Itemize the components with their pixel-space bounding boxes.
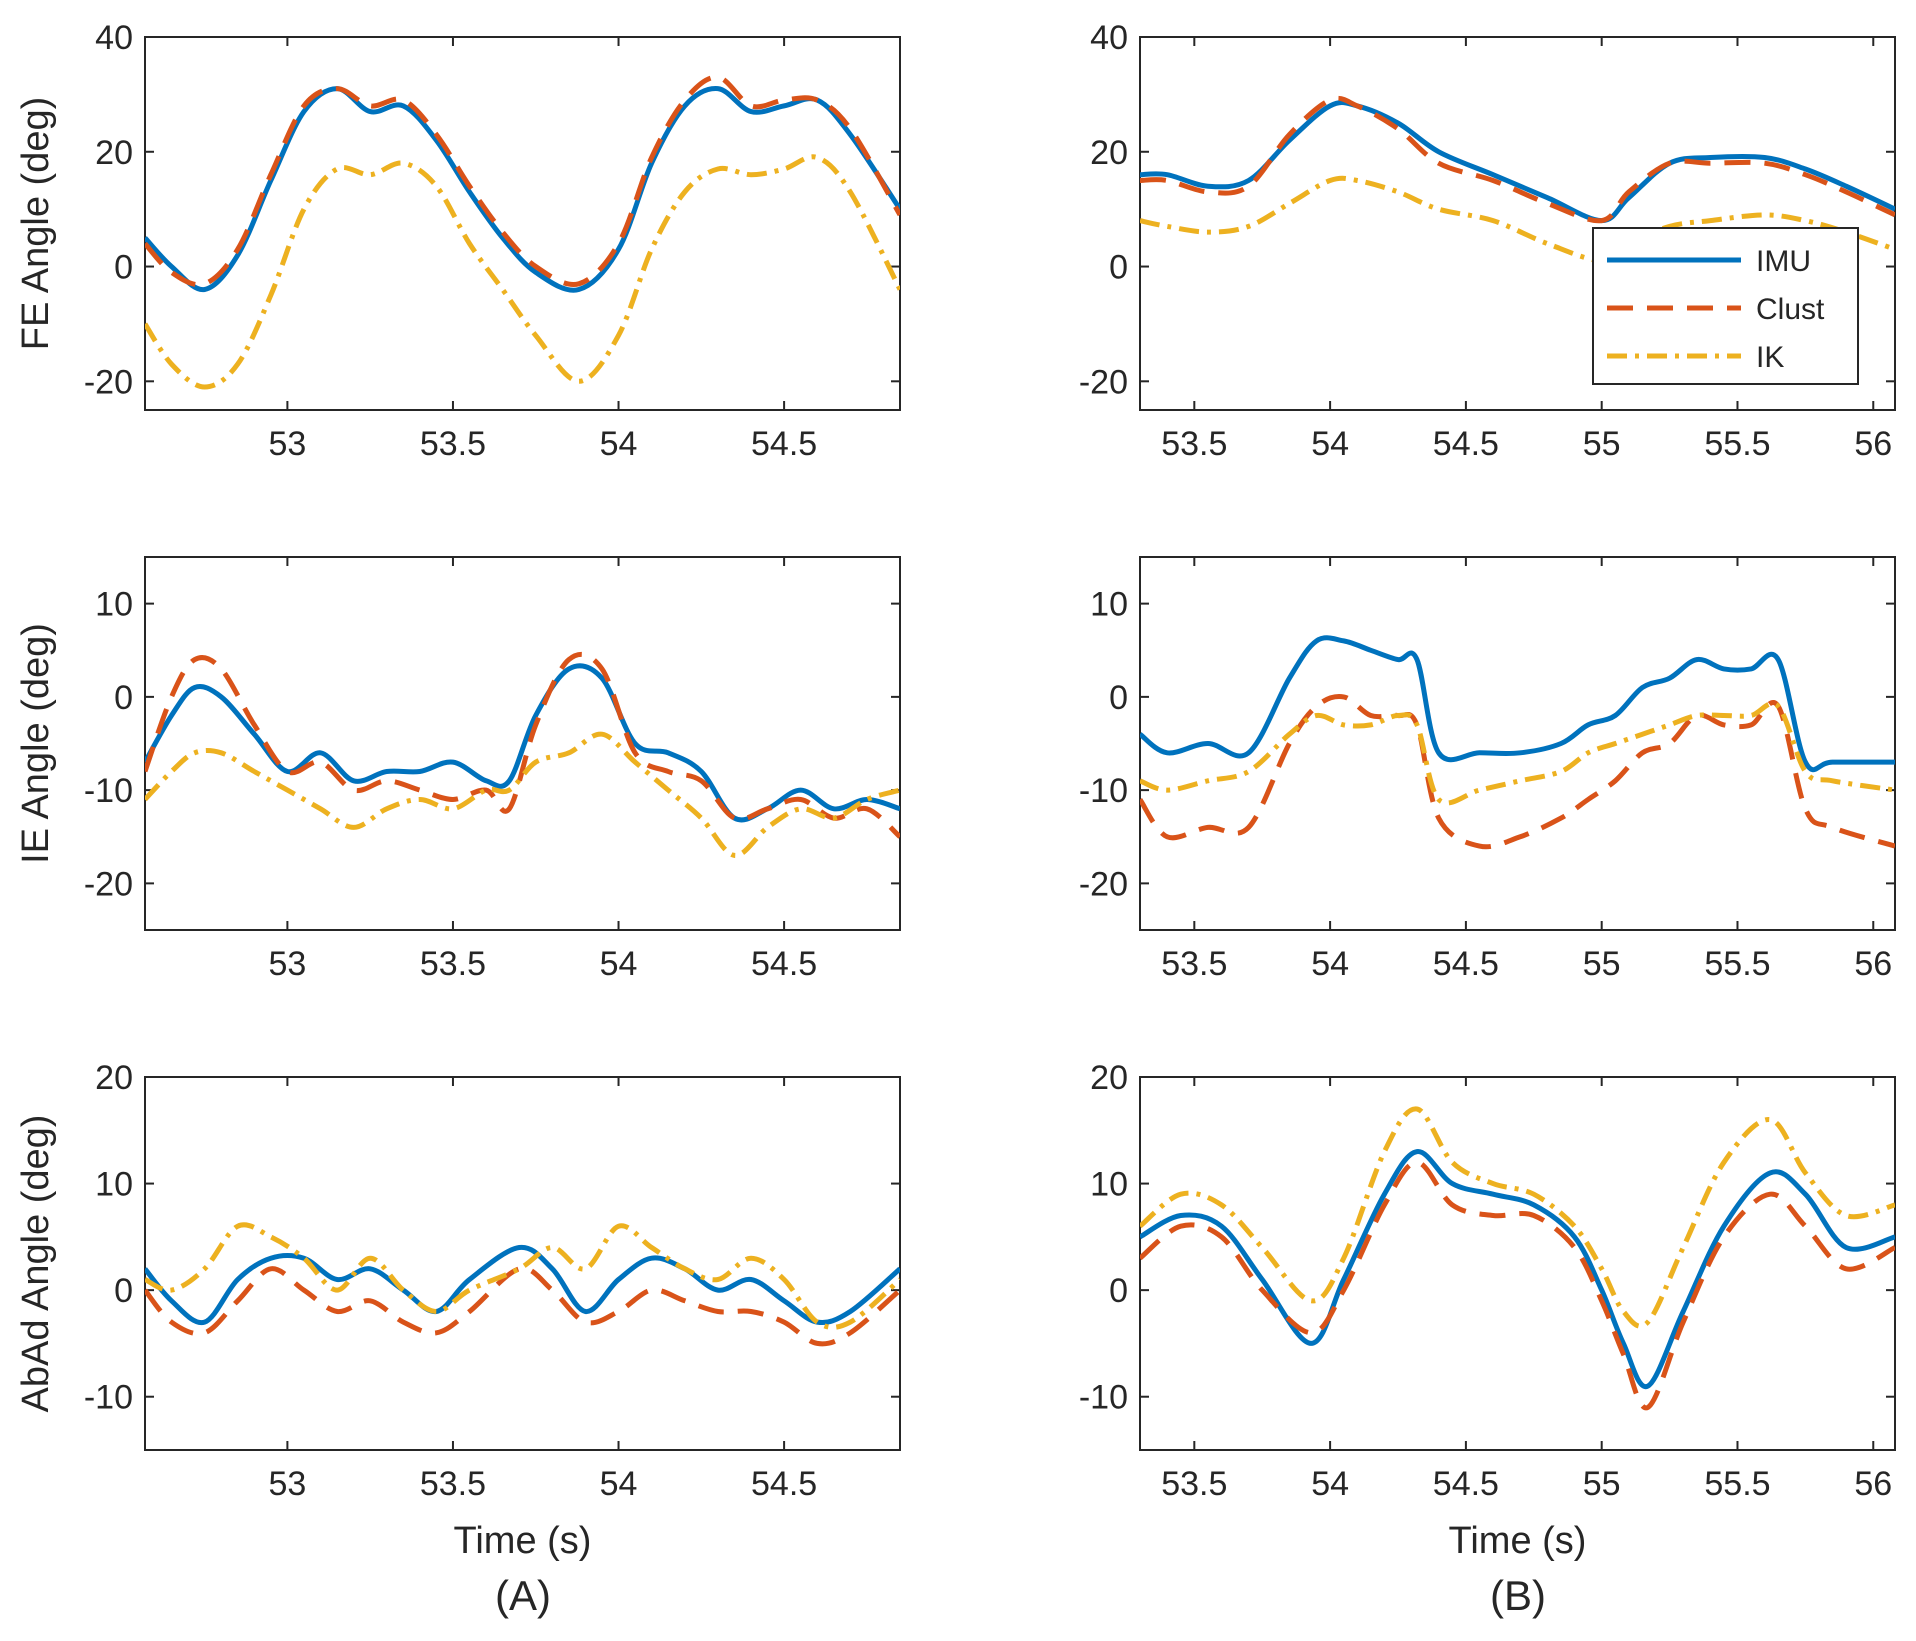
- x-axis-label: Time (s): [454, 1520, 592, 1562]
- panel-label-a: (A): [495, 1572, 551, 1619]
- subplot-a-fe: 53 53.5 54 54.5 -20 0 20 40 FE Angle (deg): [15, 19, 901, 463]
- subplot-a-abad: 53 53.5 54 54.5 -10 0 10 20 AbAd Angle (deg) Time…: [15, 1059, 901, 1562]
- legend-label-ik: IK: [1756, 341, 1784, 374]
- y-tick-label: 10: [1090, 586, 1128, 624]
- series-line-clust: [1140, 694, 1895, 850]
- x-tick-label: 54: [600, 1465, 638, 1503]
- x-tick-label: 53: [268, 945, 306, 983]
- y-tick-label: 10: [1090, 1166, 1128, 1204]
- series-line-ik: [1140, 175, 1895, 264]
- subplot-b-ie: 53.5 54 54.5 55 55.5 56 -20 -10 0 10: [1079, 556, 1896, 983]
- x-tick-label: 55: [1583, 1465, 1621, 1503]
- x-tick-label: 53.5: [1161, 945, 1227, 983]
- x-tick-label: 55.5: [1704, 945, 1770, 983]
- series-group: [1140, 635, 1895, 850]
- x-tick-label: 54.5: [751, 1465, 817, 1503]
- x-tick-label: 54.5: [1433, 945, 1499, 983]
- series-line-clust: [145, 74, 900, 288]
- series-group: [145, 651, 900, 858]
- x-tick-label: 53: [268, 1465, 306, 1503]
- legend: IMU Clust IK: [1592, 227, 1859, 385]
- series-line-imu: [1140, 635, 1895, 773]
- subplot-grid: 53 53.5 54 54.5 -20 0 20 40 FE Angle (deg) 53.5 54…: [15, 19, 1896, 1562]
- series-line-ik: [145, 731, 900, 858]
- x-tick-label: 56: [1854, 945, 1892, 983]
- x-tick-label: 53.5: [420, 425, 486, 463]
- series-line-imu: [145, 1244, 900, 1326]
- series-line-clust: [145, 1265, 900, 1347]
- x-tick-label: 54: [600, 945, 638, 983]
- subplot-a-ie: 53 53.5 54 54.5 -20 -10 0 10 IE Angle (deg): [15, 556, 901, 983]
- panel-label-b: (B): [1490, 1572, 1546, 1619]
- subplot-b-abad: 53.5 54 54.5 55 55.5 56 -10 0 10 20 Time (s): [1079, 1059, 1896, 1562]
- x-tick-label: 54.5: [1433, 1465, 1499, 1503]
- series-group: [145, 1222, 900, 1347]
- y-tick-label: 20: [1090, 134, 1128, 172]
- x-tick-label: 54.5: [751, 945, 817, 983]
- series-group: [1140, 1106, 1895, 1411]
- y-tick-label: 0: [114, 1272, 133, 1310]
- y-tick-label: 0: [1109, 1272, 1128, 1310]
- axes-box: [1139, 1076, 1896, 1451]
- y-tick-label: -20: [1079, 363, 1128, 401]
- y-tick-label: -10: [1079, 772, 1128, 810]
- x-tick-label: 53.5: [420, 1465, 486, 1503]
- x-tick-label: 55: [1583, 425, 1621, 463]
- y-tick-label: -20: [84, 363, 133, 401]
- y-tick-label: 40: [95, 19, 133, 57]
- x-tick-label: 54.5: [1433, 425, 1499, 463]
- legend-label-imu: IMU: [1756, 245, 1811, 278]
- y-axis-label: AbAd Angle (deg): [15, 1115, 57, 1413]
- x-tick-label: 54.5: [751, 425, 817, 463]
- x-tick-label: 54: [600, 425, 638, 463]
- y-axis-label: IE Angle (deg): [15, 623, 57, 864]
- series-line-ik: [145, 154, 900, 390]
- y-tick-label: -10: [1079, 1379, 1128, 1417]
- x-tick-label: 53.5: [1161, 425, 1227, 463]
- series-group: [145, 74, 900, 390]
- series-line-clust: [1140, 1159, 1895, 1411]
- x-tick-label: 56: [1854, 425, 1892, 463]
- series-line-imu: [1140, 100, 1895, 224]
- y-tick-label: 20: [1090, 1059, 1128, 1097]
- x-tick-label: 55.5: [1704, 425, 1770, 463]
- axes-box: [144, 1076, 901, 1451]
- y-tick-label: 0: [1109, 249, 1128, 287]
- series-group: [1140, 95, 1895, 264]
- x-axis-label: Time (s): [1449, 1520, 1587, 1562]
- y-tick-label: -10: [84, 772, 133, 810]
- y-tick-label: 20: [95, 1059, 133, 1097]
- y-tick-label: 0: [114, 679, 133, 717]
- y-tick-label: 0: [114, 249, 133, 287]
- series-line-ik: [1140, 1106, 1895, 1329]
- axes-box: [1139, 556, 1896, 931]
- y-tick-label: 20: [95, 134, 133, 172]
- series-line-clust: [1140, 95, 1895, 224]
- y-tick-label: 10: [95, 586, 133, 624]
- x-tick-label: 54: [1311, 425, 1349, 463]
- series-line-ik: [1140, 701, 1895, 806]
- subplot-b-fe: 53.5 54 54.5 55 55.5 56 -20 0 20 40 IMU Clust IK: [1079, 19, 1896, 463]
- series-line-ik: [145, 1222, 900, 1330]
- y-tick-label: -10: [84, 1379, 133, 1417]
- axes-box: [144, 36, 901, 411]
- y-tick-label: -20: [84, 865, 133, 903]
- legend-label-clust: Clust: [1756, 293, 1825, 326]
- y-tick-label: 10: [95, 1166, 133, 1204]
- x-tick-label: 55.5: [1704, 1465, 1770, 1503]
- x-tick-label: 53: [268, 425, 306, 463]
- x-tick-label: 56: [1854, 1465, 1892, 1503]
- y-tick-label: 0: [1109, 679, 1128, 717]
- x-tick-label: 54: [1311, 945, 1349, 983]
- y-tick-label: -20: [1079, 865, 1128, 903]
- y-tick-label: 40: [1090, 19, 1128, 57]
- y-axis-label: FE Angle (deg): [15, 97, 57, 350]
- x-tick-label: 54: [1311, 1465, 1349, 1503]
- x-tick-label: 53.5: [420, 945, 486, 983]
- series-line-clust: [145, 651, 900, 839]
- x-tick-label: 55: [1583, 945, 1621, 983]
- x-tick-label: 53.5: [1161, 1465, 1227, 1503]
